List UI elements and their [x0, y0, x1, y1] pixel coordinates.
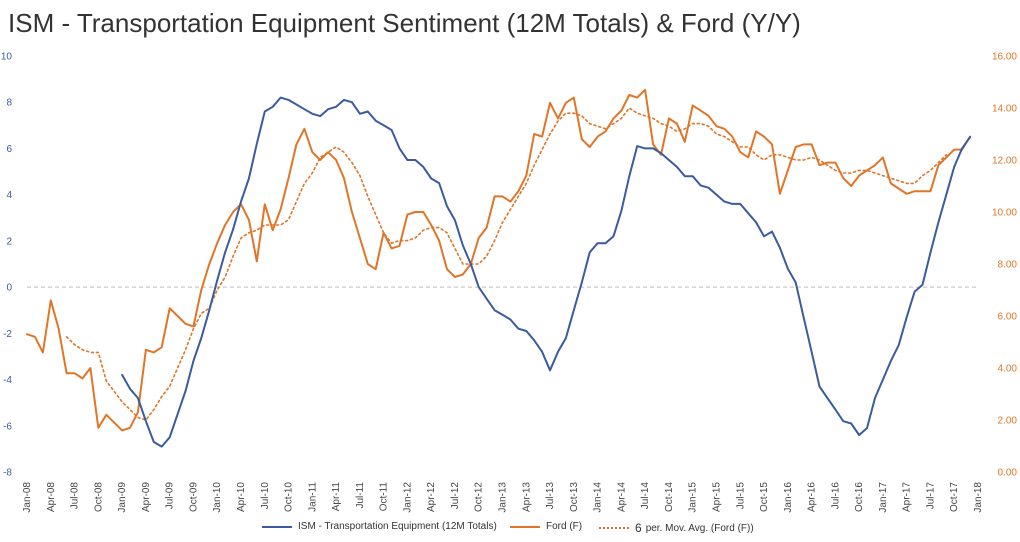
right-tick-label: 16.00: [992, 52, 1017, 63]
x-tick-label: Apr-10: [236, 482, 247, 512]
x-tick-label: Oct-11: [379, 482, 390, 512]
x-tick-label: Jul-11: [355, 482, 366, 509]
left-tick-label: -8: [3, 468, 12, 479]
x-tick-label: Apr-09: [141, 482, 152, 512]
x-tick-label: Oct-17: [949, 482, 960, 512]
legend-swatch-ma: [599, 527, 629, 529]
x-tick-label: Jan-08: [22, 482, 33, 513]
legend-item-ford: Ford (F): [510, 521, 582, 532]
x-tick-label: Apr-14: [616, 482, 627, 512]
series-line-ism: [121, 96, 972, 448]
right-tick-label: 2.00: [998, 416, 1018, 427]
x-tick-label: Jan-10: [212, 482, 223, 513]
left-tick-label: 10: [1, 52, 13, 63]
x-tick-label: Apr-12: [426, 482, 437, 512]
x-tick-label: Oct-14: [664, 482, 675, 512]
x-tick-label: Jul-17: [925, 482, 936, 510]
legend-label-ma: per. Mov. Avg. (Ford (F)): [645, 522, 754, 534]
x-tick-label: Jan-16: [783, 482, 794, 513]
series-layer: [26, 88, 972, 448]
left-tick-label: -2: [3, 329, 12, 340]
x-tick-label: Oct-13: [569, 482, 580, 512]
legend-item-ism: ISM - Transportation Equipment (12M Tota…: [262, 521, 497, 532]
x-tick-label: Apr-17: [902, 482, 913, 512]
x-tick-label: Oct-15: [759, 482, 770, 512]
x-tick-label: Jul-15: [735, 482, 746, 510]
x-tick-label: Oct-08: [93, 482, 104, 512]
x-tick-label: Apr-13: [521, 482, 532, 512]
left-tick-label: 2: [6, 236, 12, 247]
x-tick-label: Jan-15: [688, 482, 699, 513]
x-axis-ticks: Jan-08 Apr-08 Jul-08 Oct-08 Jan-09 Apr-09 Jul-…: [22, 482, 984, 513]
x-tick-label: Jul-16: [830, 482, 841, 510]
left-tick-label: 6: [6, 144, 12, 155]
legend-label-ism: ISM - Transportation Equipment (12M Tota…: [298, 521, 497, 532]
x-tick-label: Jul-09: [165, 482, 176, 510]
x-tick-label: Apr-16: [807, 482, 818, 512]
x-tick-label: Jan-17: [878, 482, 889, 513]
x-tick-label: Jan-12: [402, 482, 413, 513]
x-tick-label: Jul-08: [70, 482, 81, 510]
series-line-ford: [26, 88, 972, 432]
x-tick-label: Jul-12: [450, 482, 461, 510]
x-tick-label: Jan-13: [498, 482, 509, 513]
x-tick-label: Oct-09: [188, 482, 199, 512]
right-tick-label: 14.00: [992, 104, 1017, 115]
legend-swatch-ism: [262, 525, 292, 528]
x-tick-label: Oct-10: [284, 482, 295, 512]
legend: ISM - Transportation Equipment (12M Tota…: [0, 521, 1020, 539]
legend-label-ford: Ford (F): [546, 521, 583, 532]
chart-canvas: -8 -6 -4 -2 0 2 4 6 8 10 0.00 2.00 4.00 6.00 8.00 10.0…: [1, 52, 1018, 513]
x-tick-label: Jul-10: [260, 482, 271, 510]
series-line-ford-moving-average: [65, 107, 948, 421]
x-tick-label: Jan-18: [973, 482, 984, 513]
chart-title: ISM - Transportation Equipment Sentiment…: [8, 8, 801, 38]
right-tick-label: 6.00: [998, 312, 1018, 323]
left-tick-label: 8: [6, 98, 12, 109]
x-tick-label: Jan-14: [593, 482, 604, 513]
x-tick-label: Oct-16: [854, 482, 865, 512]
x-tick-label: Apr-15: [711, 482, 722, 512]
left-tick-label: 0: [6, 283, 12, 294]
right-tick-label: 8.00: [998, 260, 1018, 271]
x-tick-label: Jul-14: [640, 482, 651, 510]
left-tick-label: -6: [3, 421, 12, 432]
legend-swatch-ford: [510, 525, 540, 528]
right-tick-label: 10.00: [992, 208, 1017, 219]
legend-label-ma-num: 6: [635, 521, 642, 535]
x-tick-label: Jul-13: [545, 482, 556, 510]
x-tick-label: Apr-08: [46, 482, 57, 512]
x-tick-label: Jan-09: [117, 482, 128, 513]
right-tick-label: 12.00: [992, 156, 1017, 167]
right-axis-ticks: 0.00 2.00 4.00 6.00 8.00 10.00 12.00 14.00 16.00: [992, 52, 1017, 479]
right-tick-label: 4.00: [998, 364, 1018, 375]
x-tick-label: Jan-11: [307, 482, 318, 512]
right-tick-label: 0.00: [998, 468, 1018, 479]
x-tick-label: Oct-12: [474, 482, 485, 512]
x-tick-label: Apr-11: [331, 482, 342, 512]
legend-item-ma: 6 per. Mov. Avg. (Ford (F)): [599, 521, 754, 535]
left-tick-label: -4: [3, 375, 12, 386]
left-axis-ticks: -8 -6 -4 -2 0 2 4 6 8 10: [1, 52, 13, 479]
left-tick-label: 4: [6, 190, 12, 201]
